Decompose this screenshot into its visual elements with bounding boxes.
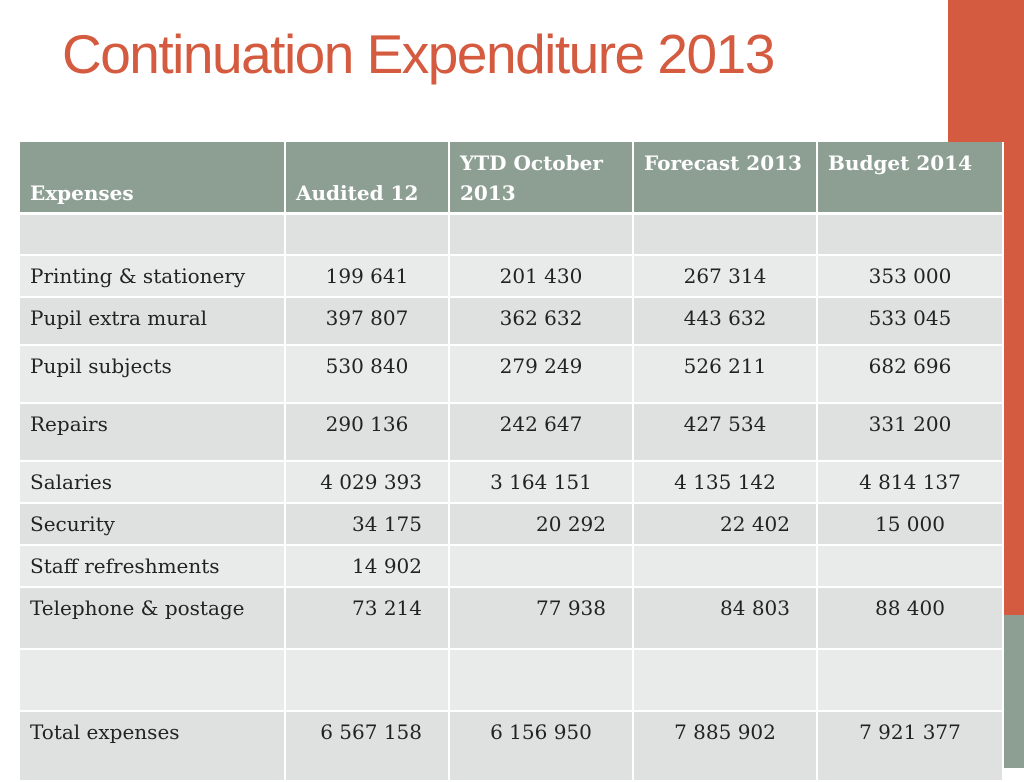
table-cell xyxy=(20,650,286,712)
slide-title: Continuation Expenditure 2013 xyxy=(62,23,775,85)
table-row: Repairs 290 136 242 647 427 534 331 200 xyxy=(20,404,1004,462)
header-expenses: Expenses xyxy=(20,142,286,215)
table-cell xyxy=(634,650,818,712)
table-cell: 20 292 xyxy=(450,504,634,546)
table-row: Printing & stationery 199 641 201 430 26… xyxy=(20,256,1004,298)
table-cell xyxy=(450,650,634,712)
table-cell: Printing & stationery xyxy=(20,256,286,298)
expenditure-table: Expenses Audited 12 YTD October 2013 For… xyxy=(20,142,1004,782)
table-cell: 34 175 xyxy=(286,504,450,546)
table-cell xyxy=(286,650,450,712)
table-cell: Salaries xyxy=(20,462,286,504)
table-row: Pupil subjects 530 840 279 249 526 211 6… xyxy=(20,346,1004,404)
table-header-row: Expenses Audited 12 YTD October 2013 For… xyxy=(20,142,1004,215)
table-cell: 201 430 xyxy=(450,256,634,298)
table-row-total: Total expenses 6 567 158 6 156 950 7 885… xyxy=(20,712,1004,782)
table-cell xyxy=(634,546,818,588)
table-cell: 267 314 xyxy=(634,256,818,298)
table-row: Security 34 175 20 292 22 402 15 000 xyxy=(20,504,1004,546)
table-cell xyxy=(286,215,450,256)
table-cell: 15 000 xyxy=(818,504,1004,546)
table-cell: 6 567 158 xyxy=(286,712,450,782)
table-cell xyxy=(634,215,818,256)
table-cell xyxy=(818,650,1004,712)
table-cell: 353 000 xyxy=(818,256,1004,298)
table-cell: 443 632 xyxy=(634,298,818,346)
table-row xyxy=(20,215,1004,256)
table-cell: 77 938 xyxy=(450,588,634,650)
table-row: Pupil extra mural 397 807 362 632 443 63… xyxy=(20,298,1004,346)
table-cell xyxy=(20,215,286,256)
table-cell: Total expenses xyxy=(20,712,286,782)
table-cell: 331 200 xyxy=(818,404,1004,462)
header-ytd-october-2013: YTD October 2013 xyxy=(450,142,634,215)
table-cell: 4 029 393 xyxy=(286,462,450,504)
table-row: Salaries 4 029 393 3 164 151 4 135 142 4… xyxy=(20,462,1004,504)
table-cell: 22 402 xyxy=(634,504,818,546)
table-cell: Repairs xyxy=(20,404,286,462)
table-cell xyxy=(818,546,1004,588)
table-cell: 362 632 xyxy=(450,298,634,346)
table-row: Telephone & postage 73 214 77 938 84 803… xyxy=(20,588,1004,650)
table-cell xyxy=(818,215,1004,256)
table-cell: 526 211 xyxy=(634,346,818,404)
table-cell: Telephone & postage xyxy=(20,588,286,650)
table-cell: Security xyxy=(20,504,286,546)
header-audited-12: Audited 12 xyxy=(286,142,450,215)
accent-bar-lower xyxy=(1001,615,1024,768)
table-cell: 397 807 xyxy=(286,298,450,346)
table-cell: 14 902 xyxy=(286,546,450,588)
table-cell: 4 135 142 xyxy=(634,462,818,504)
table-cell: 682 696 xyxy=(818,346,1004,404)
table-cell: 6 156 950 xyxy=(450,712,634,782)
table-cell: 427 534 xyxy=(634,404,818,462)
table-cell: 7 885 902 xyxy=(634,712,818,782)
table-cell: 84 803 xyxy=(634,588,818,650)
table-cell: 4 814 137 xyxy=(818,462,1004,504)
header-forecast-2013: Forecast 2013 xyxy=(634,142,818,215)
table-row xyxy=(20,650,1004,712)
table-cell: 88 400 xyxy=(818,588,1004,650)
table-cell: 533 045 xyxy=(818,298,1004,346)
table-row: Staff refreshments 14 902 xyxy=(20,546,1004,588)
table-cell: Pupil subjects xyxy=(20,346,286,404)
table-cell xyxy=(450,546,634,588)
table-cell: 290 136 xyxy=(286,404,450,462)
table-cell: 279 249 xyxy=(450,346,634,404)
table-cell: Pupil extra mural xyxy=(20,298,286,346)
table-cell: 3 164 151 xyxy=(450,462,634,504)
table-cell xyxy=(450,215,634,256)
header-budget-2014: Budget 2014 xyxy=(818,142,1004,215)
table-cell: Staff refreshments xyxy=(20,546,286,588)
table-cell: 530 840 xyxy=(286,346,450,404)
table-cell: 73 214 xyxy=(286,588,450,650)
table-cell: 242 647 xyxy=(450,404,634,462)
table-cell: 7 921 377 xyxy=(818,712,1004,782)
table-cell: 199 641 xyxy=(286,256,450,298)
